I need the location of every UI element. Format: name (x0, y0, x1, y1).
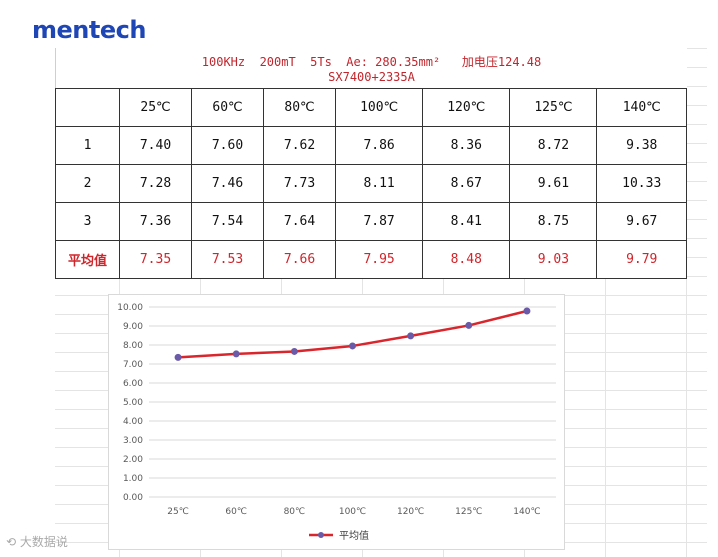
table-cell: 7.64 (263, 202, 337, 241)
table-cell: 8.75 (509, 202, 598, 241)
y-tick-label: 4.00 (123, 417, 143, 427)
column-header: 120℃ (422, 88, 511, 127)
column-header: 140℃ (596, 88, 687, 127)
data-point (174, 353, 182, 361)
column-header: 125℃ (509, 88, 598, 127)
data-point (465, 321, 473, 329)
mentech-logo: mentech (32, 16, 146, 44)
table-cell: 7.60 (191, 126, 265, 165)
x-tick-label: 120℃ (397, 507, 424, 517)
row-label: 平均值 (55, 240, 120, 279)
y-tick-label: 3.00 (123, 436, 143, 446)
table-cell: 9.61 (509, 164, 598, 203)
y-tick-label: 1.00 (123, 474, 143, 484)
watermark-text: 大数据说 (19, 535, 68, 549)
table-cell: 7.35 (118, 240, 193, 279)
x-tick-label: 125℃ (455, 507, 482, 517)
series-line (177, 309, 528, 359)
y-tick-label: 10.00 (117, 303, 143, 313)
measurement-table: 25℃ 60℃ 80℃ 100℃ 120℃ 125℃ 140℃ 1 7.40 7.60 7.62 7.… (55, 88, 687, 279)
y-tick-label: 9.00 (123, 322, 143, 332)
row-label: 1 (55, 126, 120, 165)
table-cell: 7.95 (335, 240, 424, 279)
material-name: SX7400+2335A (328, 70, 415, 84)
table-cell: 10.33 (596, 164, 687, 203)
line-chart: 0.00 1.00 2.00 3.00 4.00 5.00 6.00 7.00 8.00 9.00… (108, 294, 565, 550)
header-row: 25℃ 60℃ 80℃ 100℃ 120℃ 125℃ 140℃ (55, 88, 687, 127)
chart-canvas: 0.00 1.00 2.00 3.00 4.00 5.00 6.00 7.00 8.00 9.00… (117, 303, 556, 542)
table-cell: 7.66 (263, 240, 337, 279)
legend-label: 平均值 (339, 529, 369, 542)
x-tick-label: 80℃ (284, 507, 306, 517)
y-tick-label: 8.00 (123, 341, 143, 351)
x-tick-label: 25℃ (167, 507, 189, 517)
table-cell: 8.41 (422, 202, 511, 241)
table-cell: 9.67 (596, 202, 687, 241)
table-cell: 7.54 (191, 202, 265, 241)
table-cell: 7.73 (263, 164, 337, 203)
table-cell: 8.48 (422, 240, 511, 279)
data-point (349, 342, 356, 350)
column-header: 60℃ (191, 88, 265, 127)
watermark-icon: ⟲ (6, 535, 20, 549)
table-cell: 8.72 (509, 126, 598, 165)
y-tick-label: 0.00 (123, 493, 143, 503)
table-cell: 9.38 (596, 126, 687, 165)
table-cell: 7.87 (335, 202, 424, 241)
y-tick-label: 6.00 (123, 379, 143, 389)
table-row: 1 7.40 7.60 7.62 7.86 8.36 8.72 9.38 (55, 126, 687, 165)
watermark: ⟲ 大数据说 (6, 533, 68, 550)
table-row: 2 7.28 7.46 7.73 8.11 8.67 9.61 10.33 (55, 164, 687, 203)
table-cell: 7.36 (118, 202, 193, 241)
table-cell: 8.67 (422, 164, 511, 203)
table-row: 3 7.36 7.54 7.64 7.87 8.41 8.75 9.67 (55, 202, 687, 241)
x-tick-label: 140℃ (513, 507, 540, 517)
x-tick-label: 60℃ (225, 507, 247, 517)
table-cell: 8.11 (335, 164, 424, 203)
y-tick-label: 2.00 (123, 455, 143, 465)
x-tick-label: 100℃ (339, 507, 366, 517)
table-cell: 8.36 (422, 126, 511, 165)
column-header: 25℃ (118, 88, 193, 127)
y-tick-label: 7.00 (123, 360, 143, 370)
table-cell: 7.86 (335, 126, 424, 165)
table-cell: 7.40 (118, 126, 193, 165)
data-point (290, 347, 298, 355)
table-cell: 9.03 (509, 240, 598, 279)
corner-cell (55, 88, 120, 127)
y-tick-label: 5.00 (123, 398, 143, 408)
table-cell: 9.79 (596, 240, 687, 279)
test-conditions: 100KHz 200mT 5Ts Ae: 280.35mm² 加电压124.48 (201, 55, 542, 69)
column-header: 80℃ (263, 88, 337, 127)
legend-marker (318, 532, 324, 538)
row-label: 3 (55, 202, 120, 241)
row-label: 2 (55, 164, 120, 203)
data-point (232, 350, 240, 358)
average-row: 平均值 7.35 7.53 7.66 7.95 8.48 9.03 9.79 (55, 240, 687, 279)
table-cell: 7.53 (191, 240, 265, 279)
table-cell: 7.62 (263, 126, 337, 165)
column-header: 100℃ (335, 88, 424, 127)
table-cell: 7.28 (118, 164, 193, 203)
table-cell: 7.46 (191, 164, 265, 203)
data-point (523, 307, 531, 315)
data-point (407, 332, 415, 340)
table-header: 100KHz 200mT 5Ts Ae: 280.35mm² 加电压124.48… (55, 48, 687, 88)
